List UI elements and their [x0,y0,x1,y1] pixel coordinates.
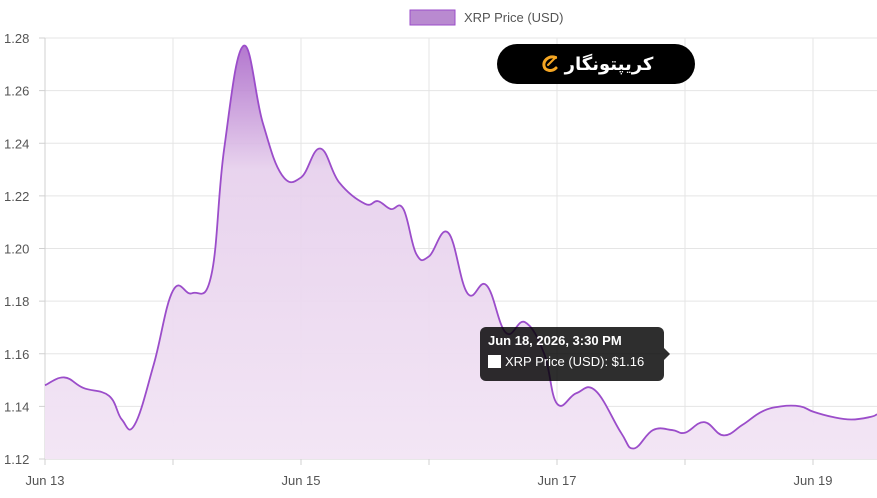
brand-name: کریپتونگار [564,53,654,75]
series-line[interactable] [44,44,877,450]
y-tick-label: 1.26 [4,84,29,99]
x-axis-ticks: Jun 13 Jun 15 Jun 17 Jun 19 [25,473,832,488]
y-tick-label: 1.20 [4,242,29,257]
series-area [45,45,877,459]
series-line-layer [44,44,877,450]
tooltip-body: XRP Price (USD): $1.16 [488,354,656,369]
y-tick-label: 1.12 [4,452,29,467]
y-axis-ticks: 1.12 1.14 1.16 1.18 1.20 1.22 1.24 1.26 1.28 [4,31,29,467]
y-tick-label: 1.14 [4,399,29,414]
brand-logo-icon [542,55,558,72]
legend-label[interactable]: XRP Price (USD) [464,10,563,25]
y-tick-label: 1.24 [4,136,29,151]
tooltip-title: Jun 18, 2026, 3:30 PM [488,333,622,348]
y-tick-label: 1.16 [4,347,29,362]
legend-swatch[interactable] [409,9,456,26]
x-tick-label: Jun 13 [25,473,64,488]
tooltip-value: XRP Price (USD): $1.16 [505,354,645,369]
x-tick-label: Jun 15 [281,473,320,488]
x-tick-label: Jun 17 [537,473,576,488]
tooltip-swatch [488,355,501,368]
x-tick-label: Jun 19 [793,473,832,488]
y-tick-label: 1.18 [4,294,29,309]
y-tick-label: 1.28 [4,31,29,46]
brand-badge: کریپتونگار [497,44,695,84]
legend[interactable]: XRP Price (USD) [409,9,563,26]
tooltip-arrow [664,348,670,360]
series-area-layer [45,45,877,459]
y-tick-label: 1.22 [4,189,29,204]
chart-tooltip: Jun 18, 2026, 3:30 PM XRP Price (USD): $… [480,327,670,381]
